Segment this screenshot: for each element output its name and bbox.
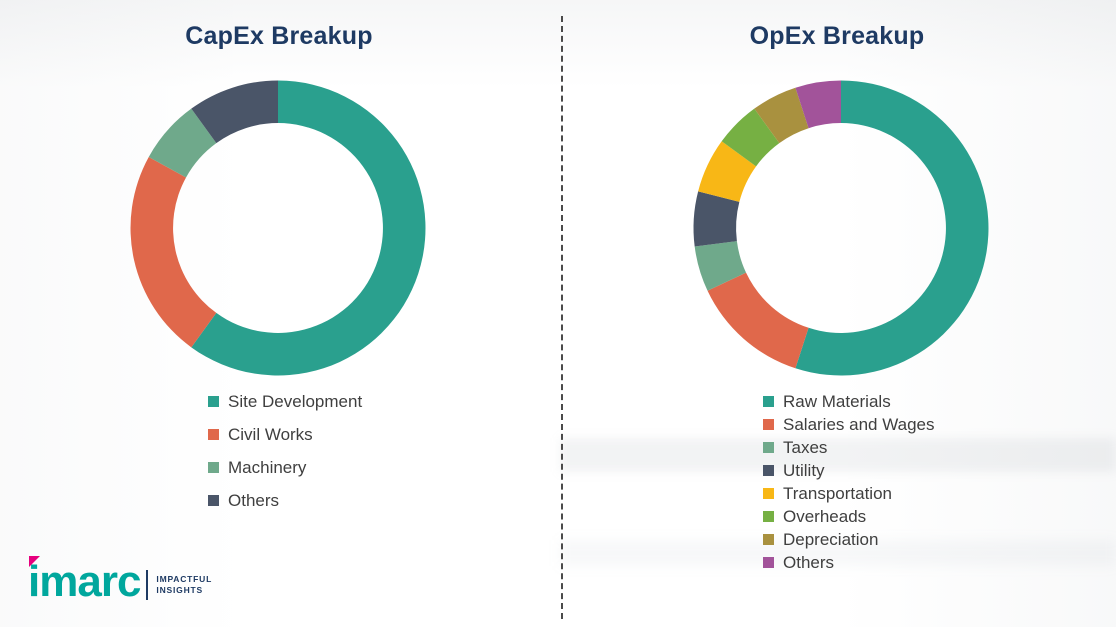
legend-label: Others [783, 553, 835, 572]
legend-item: Depreciation [763, 531, 935, 548]
capex-donut-chart [122, 72, 434, 384]
donut-segment-salaries-and-wages [707, 272, 809, 369]
legend-label: Civil Works [228, 425, 313, 444]
legend-item: Site Development [208, 393, 362, 410]
donut-segment-others [191, 80, 278, 144]
legend-swatch [763, 511, 774, 522]
legend-swatch [763, 534, 774, 545]
imarc-logo: imarc IMPACTFUL INSIGHTS [28, 556, 212, 606]
legend-item: Taxes [763, 439, 935, 456]
donut-segment-others [795, 80, 841, 129]
legend-label: Others [228, 491, 280, 510]
legend-swatch [763, 557, 774, 568]
legend-item: Civil Works [208, 426, 362, 443]
legend-label: Machinery [228, 458, 307, 477]
opex-panel: OpEx Breakup Raw Materials Salaries and W… [558, 0, 1116, 627]
legend-label: Depreciation [783, 530, 879, 549]
legend-label: Transportation [783, 484, 892, 503]
legend-swatch [763, 419, 774, 430]
legend-item: Machinery [208, 459, 362, 476]
opex-chart-title: OpEx Breakup [749, 22, 925, 50]
opex-legend: Raw Materials Salaries and Wages Taxes Util… [763, 393, 935, 577]
donut-segment-transportation [698, 141, 757, 202]
logo-tagline-line2: INSIGHTS [156, 585, 203, 595]
legend-swatch [208, 495, 219, 506]
donut-segment-utility [693, 191, 740, 247]
legend-item: Salaries and Wages [763, 416, 935, 433]
logo-separator [146, 570, 149, 600]
logo-brand-text: imarc [28, 557, 141, 606]
legend-label: Site Development [228, 392, 363, 411]
capex-panel: CapEx Breakup Site Development Civil Work… [122, 22, 434, 525]
capex-chart-title: CapEx Breakup [185, 22, 373, 50]
legend-item: Others [208, 492, 362, 509]
legend-swatch [208, 429, 219, 440]
logo-triangle-icon [29, 556, 40, 567]
donut-segment-civil-works [130, 156, 217, 348]
logo-tagline: IMPACTFUL INSIGHTS [156, 574, 212, 596]
legend-swatch [208, 396, 219, 407]
donut-segment-overheads [721, 108, 780, 167]
legend-label: Raw Materials [783, 392, 891, 411]
donut-segment-machinery [148, 108, 217, 178]
legend-item: Transportation [763, 485, 935, 502]
logo-tagline-line1: IMPACTFUL [156, 574, 213, 584]
legend-swatch [763, 488, 774, 499]
legend-item: Others [763, 554, 935, 571]
opex-donut-chart [685, 72, 997, 384]
legend-label: Taxes [783, 438, 828, 457]
legend-swatch [763, 396, 774, 407]
logo-brand-wrap: imarc [28, 556, 141, 606]
capex-legend: Site Development Civil Works Machinery Othe… [208, 393, 362, 525]
legend-label: Utility [783, 461, 825, 480]
legend-swatch [763, 465, 774, 476]
legend-item: Raw Materials [763, 393, 935, 410]
legend-label: Salaries and Wages [783, 415, 935, 434]
legend-item: Utility [763, 462, 935, 479]
legend-swatch [208, 462, 219, 473]
donut-segment-site-development [191, 80, 426, 376]
donut-segment-depreciation [754, 87, 809, 144]
legend-swatch [763, 442, 774, 453]
legend-label: Overheads [783, 507, 867, 526]
donut-segment-raw-materials [795, 80, 989, 376]
donut-segment-taxes [694, 241, 747, 291]
vertical-dashed-divider [561, 16, 563, 619]
legend-item: Overheads [763, 508, 935, 525]
